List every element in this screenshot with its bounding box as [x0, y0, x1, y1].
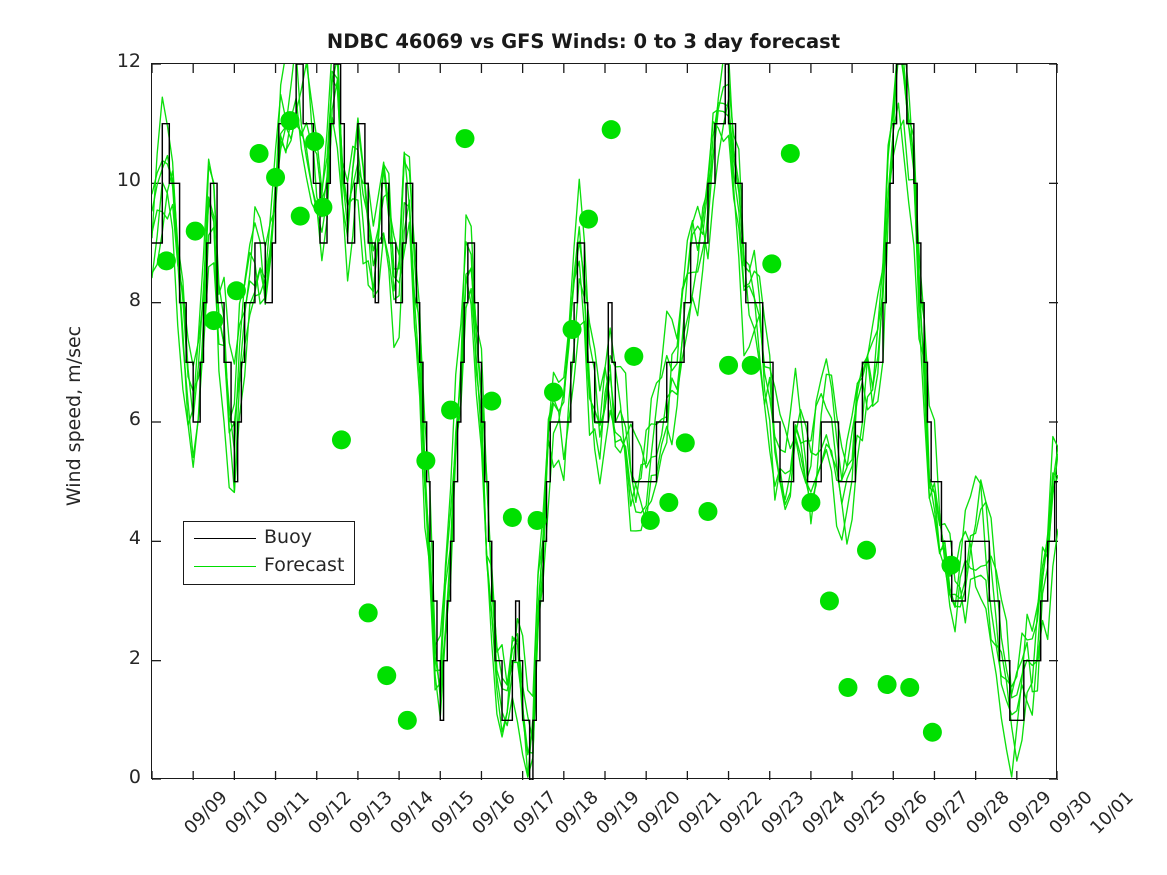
x-tick-label: 09/23 — [756, 787, 809, 839]
x-tick-label: 09/28 — [962, 787, 1015, 839]
x-tick-label: 09/11 — [262, 787, 315, 839]
x-tick-label: 09/22 — [715, 787, 768, 839]
y-tick-label: 6 — [128, 408, 141, 430]
chart-svg — [152, 64, 1058, 780]
x-tick-label: 09/13 — [344, 787, 397, 839]
y-axis-label: Wind speed, m/sec — [63, 325, 85, 507]
y-tick-label: 4 — [128, 527, 141, 550]
plot-area — [151, 63, 1058, 780]
x-tick-label: 09/27 — [921, 787, 973, 839]
x-tick-label: 09/19 — [592, 787, 644, 839]
x-tick-label: 09/25 — [839, 787, 891, 839]
y-tick-label: 12 — [116, 50, 141, 72]
x-tick-label: 09/12 — [303, 787, 356, 839]
x-tick-label: 09/16 — [468, 787, 520, 839]
x-tick-label: 09/18 — [550, 787, 603, 839]
forecast-marker-points — [156, 111, 961, 742]
legend-item-buoy[interactable]: Buoy — [184, 525, 356, 553]
x-tick-label: 09/17 — [509, 787, 562, 839]
x-tick-label: 09/15 — [427, 787, 479, 839]
x-tick-label: 09/30 — [1045, 787, 1097, 839]
x-tick-label: 09/10 — [221, 787, 273, 839]
chart-title: NDBC 46069 vs GFS Winds: 0 to 3 day fore… — [326, 30, 841, 53]
legend-label-forecast: Forecast — [264, 554, 345, 576]
x-tick-label: 09/20 — [633, 787, 685, 839]
forecast-ensemble-lines — [152, 64, 1058, 778]
x-tick-label: 09/29 — [1003, 787, 1056, 839]
x-tick-label: 09/14 — [386, 787, 438, 839]
y-tick-label: 0 — [128, 766, 141, 788]
x-tick-label: 09/24 — [797, 787, 850, 839]
legend-item-forecast[interactable]: Forecast — [184, 553, 356, 581]
legend-label-buoy: Buoy — [264, 526, 312, 548]
legend-swatch-forecast — [194, 566, 256, 567]
y-tick-label: 8 — [128, 288, 141, 311]
x-tick-label: 09/26 — [880, 787, 932, 839]
x-tick-label: 10/01 — [1086, 787, 1138, 839]
x-tick-label: 09/21 — [674, 787, 726, 839]
legend-swatch-buoy — [194, 538, 256, 539]
y-tick-label: 10 — [116, 169, 141, 192]
chart-legend[interactable]: Buoy Forecast — [183, 521, 355, 585]
x-tick-label: 09/09 — [180, 787, 232, 839]
buoy-stairs-line — [152, 64, 1058, 780]
y-tick-label: 2 — [128, 646, 141, 669]
